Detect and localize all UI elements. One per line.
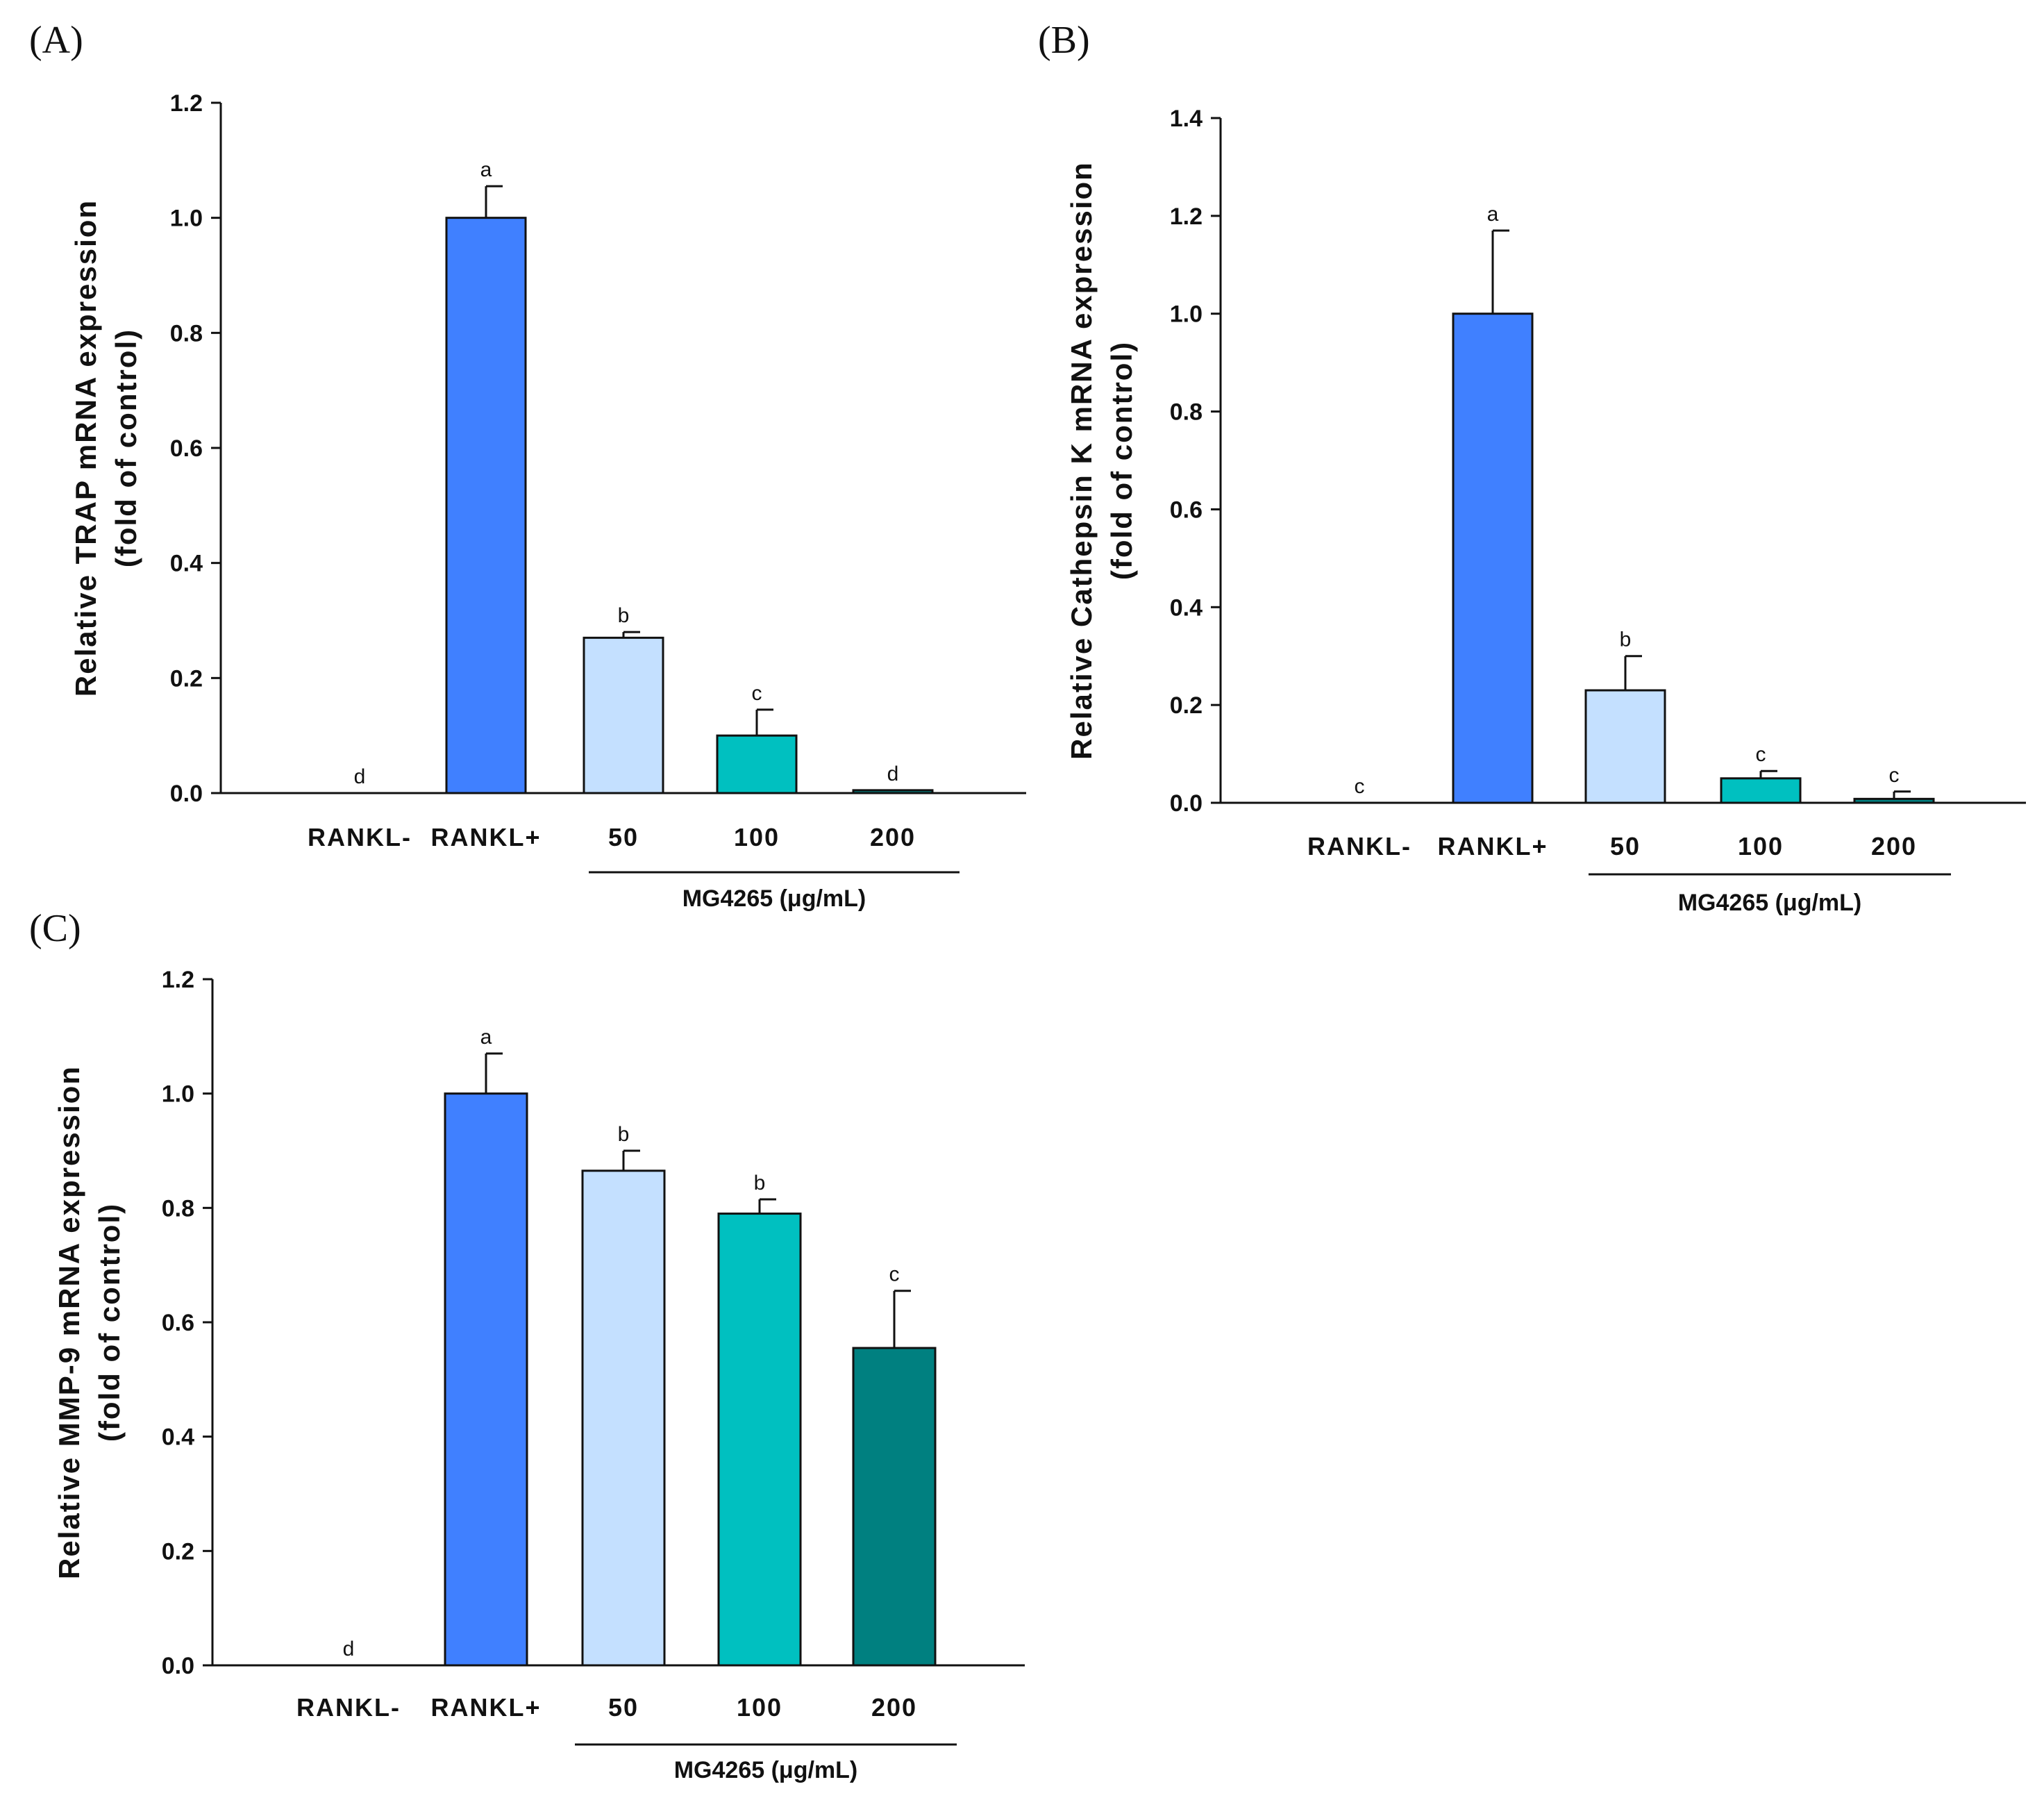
x-tick-label: RANKL- bbox=[296, 1693, 401, 1722]
x-tick-label: 100 bbox=[734, 823, 780, 851]
y-axis-label-sub: (fold of control) bbox=[93, 1203, 126, 1442]
bar-100 bbox=[717, 1213, 802, 1667]
group-label: MG4265 (μg/mL) bbox=[674, 1757, 858, 1783]
significance-letter: d bbox=[343, 1638, 355, 1660]
significance-letter: c bbox=[1889, 764, 1900, 787]
y-tick-label: 0.2 bbox=[170, 665, 203, 692]
bar-200 bbox=[1853, 797, 1935, 804]
group-label: MG4265 (μg/mL) bbox=[682, 885, 866, 912]
y-tick-label: 0.6 bbox=[1170, 497, 1203, 523]
y-tick-label: 0.6 bbox=[162, 1310, 194, 1336]
y-axis-label: Relative MMP-9 mRNA expression bbox=[53, 1065, 85, 1579]
bar-50 bbox=[581, 1169, 666, 1667]
bar-200 bbox=[852, 1347, 937, 1667]
significance-letter: d bbox=[887, 763, 899, 785]
x-tick-label: 200 bbox=[871, 1693, 917, 1722]
chart-panel-3: (C) 0.0 0.2 0.4 0.6 0.8 1.0 1.2 Relative MMP-9 m… bbox=[29, 907, 1025, 1783]
y-tick-label: 0.4 bbox=[1170, 594, 1203, 621]
y-axis-label-sub: (fold of control) bbox=[110, 328, 142, 567]
panel-label: (B) bbox=[1038, 19, 1090, 62]
x-tick-label: RANKL- bbox=[1307, 832, 1411, 860]
significance-letter: c bbox=[1355, 775, 1365, 798]
x-tick-label: 200 bbox=[870, 823, 916, 851]
y-tick-label: 1.0 bbox=[1170, 301, 1203, 328]
significance-letter: a bbox=[1487, 203, 1499, 226]
significance-letter: a bbox=[480, 1026, 492, 1049]
x-tick-label: RANKL+ bbox=[430, 823, 541, 851]
bar-50 bbox=[583, 636, 664, 794]
y-axis-label: Relative TRAP mRNA expression bbox=[69, 199, 102, 697]
bar-RANKLplus bbox=[444, 1092, 528, 1667]
y-tick-label: 1.0 bbox=[170, 206, 203, 232]
y-tick-label: 0.0 bbox=[1170, 790, 1203, 817]
y-axis-label: Relative Cathepsin K mRNA expression bbox=[1065, 161, 1098, 760]
y-tick-label: 0.4 bbox=[170, 551, 203, 577]
x-tick-label: RANKL+ bbox=[430, 1693, 541, 1722]
x-tick-label: 100 bbox=[737, 1693, 782, 1722]
y-tick-label: 1.2 bbox=[1170, 203, 1203, 230]
y-axis-label-sub: (fold of control) bbox=[1105, 341, 1138, 580]
x-tick-label: 50 bbox=[608, 1693, 639, 1722]
x-tick-label: 50 bbox=[1610, 832, 1641, 860]
bar-200 bbox=[852, 789, 934, 794]
x-tick-label: RANKL- bbox=[308, 823, 412, 851]
significance-letter: a bbox=[480, 158, 492, 181]
y-tick-label: 1.4 bbox=[1170, 106, 1203, 132]
y-tick-label: 0.0 bbox=[162, 1653, 194, 1679]
bar-RANKLplus bbox=[1452, 313, 1534, 804]
y-tick-label: 0.8 bbox=[162, 1195, 194, 1222]
x-tick-label: 100 bbox=[1738, 832, 1784, 860]
chart-panel-2: (B) 0.0 0.2 0.4 0.6 0.8 1.0 1.2 1.4 Relative Cath… bbox=[1038, 19, 2026, 916]
significance-letter: d bbox=[354, 765, 366, 788]
chart-panel-1: (A) 0.0 0.2 0.4 0.6 0.8 1.0 1.2 Relative TRAP mR… bbox=[29, 19, 1026, 912]
y-tick-label: 0.4 bbox=[162, 1424, 194, 1451]
panel-label: (A) bbox=[29, 19, 83, 62]
y-tick-label: 1.2 bbox=[162, 967, 194, 993]
panel-label: (C) bbox=[29, 907, 81, 950]
y-tick-label: 0.8 bbox=[170, 320, 203, 347]
significance-letter: b bbox=[1620, 628, 1632, 651]
significance-letter: b bbox=[618, 1123, 630, 1146]
bar-RANKLplus bbox=[445, 217, 527, 794]
x-tick-label: RANKL+ bbox=[1437, 832, 1548, 860]
bar-50 bbox=[1584, 689, 1666, 804]
significance-letter: c bbox=[1756, 743, 1766, 766]
significance-letter: b bbox=[754, 1172, 766, 1194]
x-tick-label: 50 bbox=[608, 823, 639, 851]
y-tick-label: 1.2 bbox=[170, 90, 203, 117]
significance-letter: b bbox=[618, 604, 630, 627]
bar-100 bbox=[1720, 777, 1802, 804]
x-tick-label: 200 bbox=[1871, 832, 1917, 860]
y-tick-label: 0.2 bbox=[162, 1538, 194, 1565]
significance-letter: c bbox=[889, 1263, 900, 1286]
bar-100 bbox=[716, 734, 798, 794]
significance-letter: c bbox=[752, 682, 762, 705]
y-tick-label: 0.2 bbox=[1170, 692, 1203, 719]
y-tick-label: 0.0 bbox=[170, 781, 203, 807]
y-tick-label: 0.8 bbox=[1170, 399, 1203, 426]
y-tick-label: 1.0 bbox=[162, 1081, 194, 1108]
y-tick-label: 0.6 bbox=[170, 435, 203, 462]
group-label: MG4265 (μg/mL) bbox=[1678, 890, 1862, 916]
